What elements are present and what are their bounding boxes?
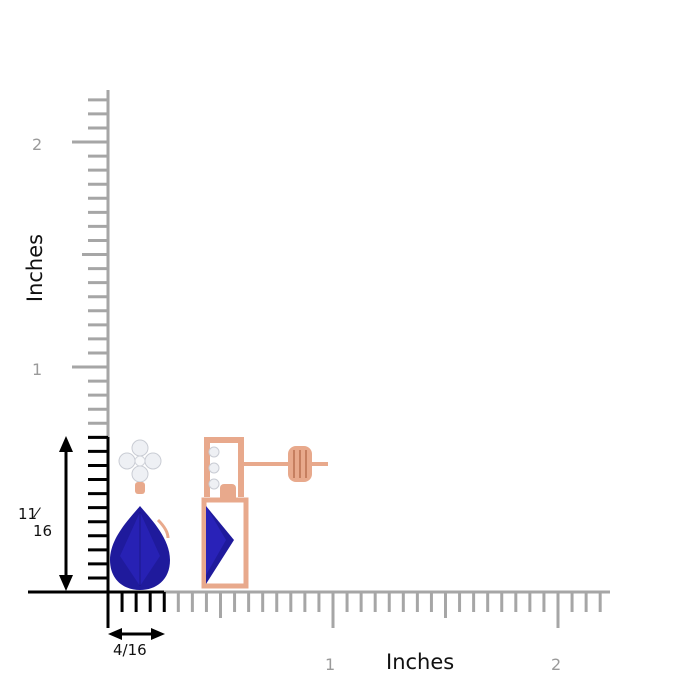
width-arrow: [108, 628, 165, 640]
x-tick-label-1: 1: [325, 655, 336, 674]
earring-post: [244, 462, 328, 466]
height-arrow: [59, 436, 73, 591]
y-tick-label-1: 1: [32, 360, 43, 379]
height-measure-ruler: [28, 435, 110, 594]
y-axis-title: Inches: [23, 233, 47, 303]
bail: [135, 482, 145, 494]
y-tick-label-2: 2: [32, 135, 43, 154]
earring-side-view: [201, 437, 328, 589]
width-measure-label: 4/16: [113, 641, 147, 659]
x-axis-title: Inches: [386, 650, 455, 674]
vertical-ruler: [72, 90, 110, 439]
diamond-cluster: [118, 439, 162, 483]
horizontal-ruler: [106, 590, 610, 628]
height-numerator: 11: [18, 505, 38, 523]
x-tick-label-2: 2: [551, 655, 562, 674]
earring-front-view: [110, 439, 170, 590]
height-denominator: 16: [33, 522, 53, 540]
